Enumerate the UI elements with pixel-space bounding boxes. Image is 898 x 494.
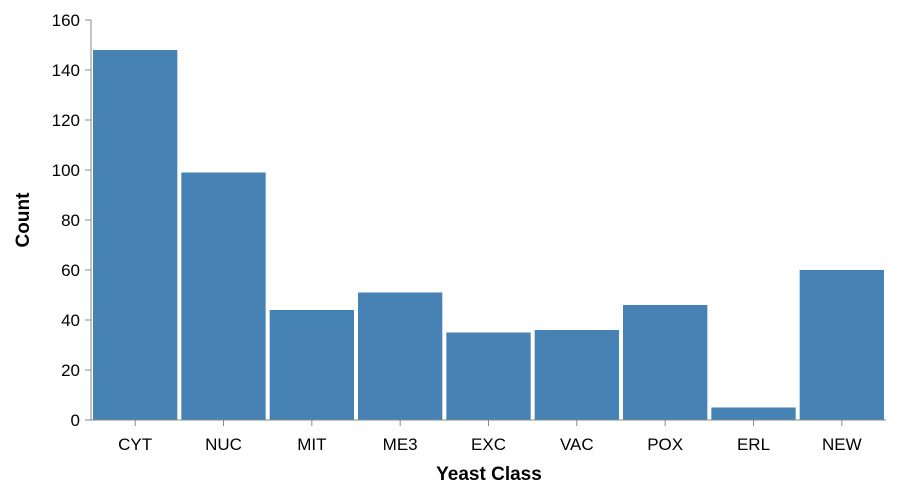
bars-group xyxy=(93,50,884,420)
y-tick-label: 60 xyxy=(61,261,80,280)
y-axis-title: Count xyxy=(13,192,34,248)
y-tick-label: 20 xyxy=(61,361,80,380)
y-tick-label: 100 xyxy=(52,161,80,180)
x-tick-label-exc: EXC xyxy=(471,435,506,454)
x-tick-label-pox: POX xyxy=(647,435,683,454)
y-tick-label: 160 xyxy=(52,11,80,30)
y-tick-label: 80 xyxy=(61,211,80,230)
x-tick-label-me3: ME3 xyxy=(383,435,418,454)
bar-cyt xyxy=(93,50,178,420)
x-tick-label-vac: VAC xyxy=(560,435,594,454)
y-tick-label: 40 xyxy=(61,311,80,330)
x-tick-label-erl: ERL xyxy=(737,435,770,454)
y-tick-label: 0 xyxy=(71,411,80,430)
bar-new xyxy=(799,270,884,420)
y-tick-label: 140 xyxy=(52,61,80,80)
bar-nuc xyxy=(181,172,266,420)
bar-erl xyxy=(711,407,796,420)
x-tick-label-new: NEW xyxy=(822,435,862,454)
bar-exc xyxy=(446,332,531,420)
x-axis: CYT NUC MIT ME3 EXC VAC POX ERL NEW xyxy=(91,419,886,454)
x-tick-label-nuc: NUC xyxy=(205,435,242,454)
bar-mit xyxy=(269,310,354,420)
bar-me3 xyxy=(358,292,443,420)
y-axis: 0 20 40 60 80 100 120 140 160 xyxy=(52,11,92,430)
x-tick-label-mit: MIT xyxy=(297,435,326,454)
bar-vac xyxy=(534,330,619,420)
y-tick-label: 120 xyxy=(52,111,80,130)
x-tick-label-cyt: CYT xyxy=(118,435,152,454)
x-axis-title: Yeast Class xyxy=(436,464,542,485)
bar-pox xyxy=(623,305,708,420)
